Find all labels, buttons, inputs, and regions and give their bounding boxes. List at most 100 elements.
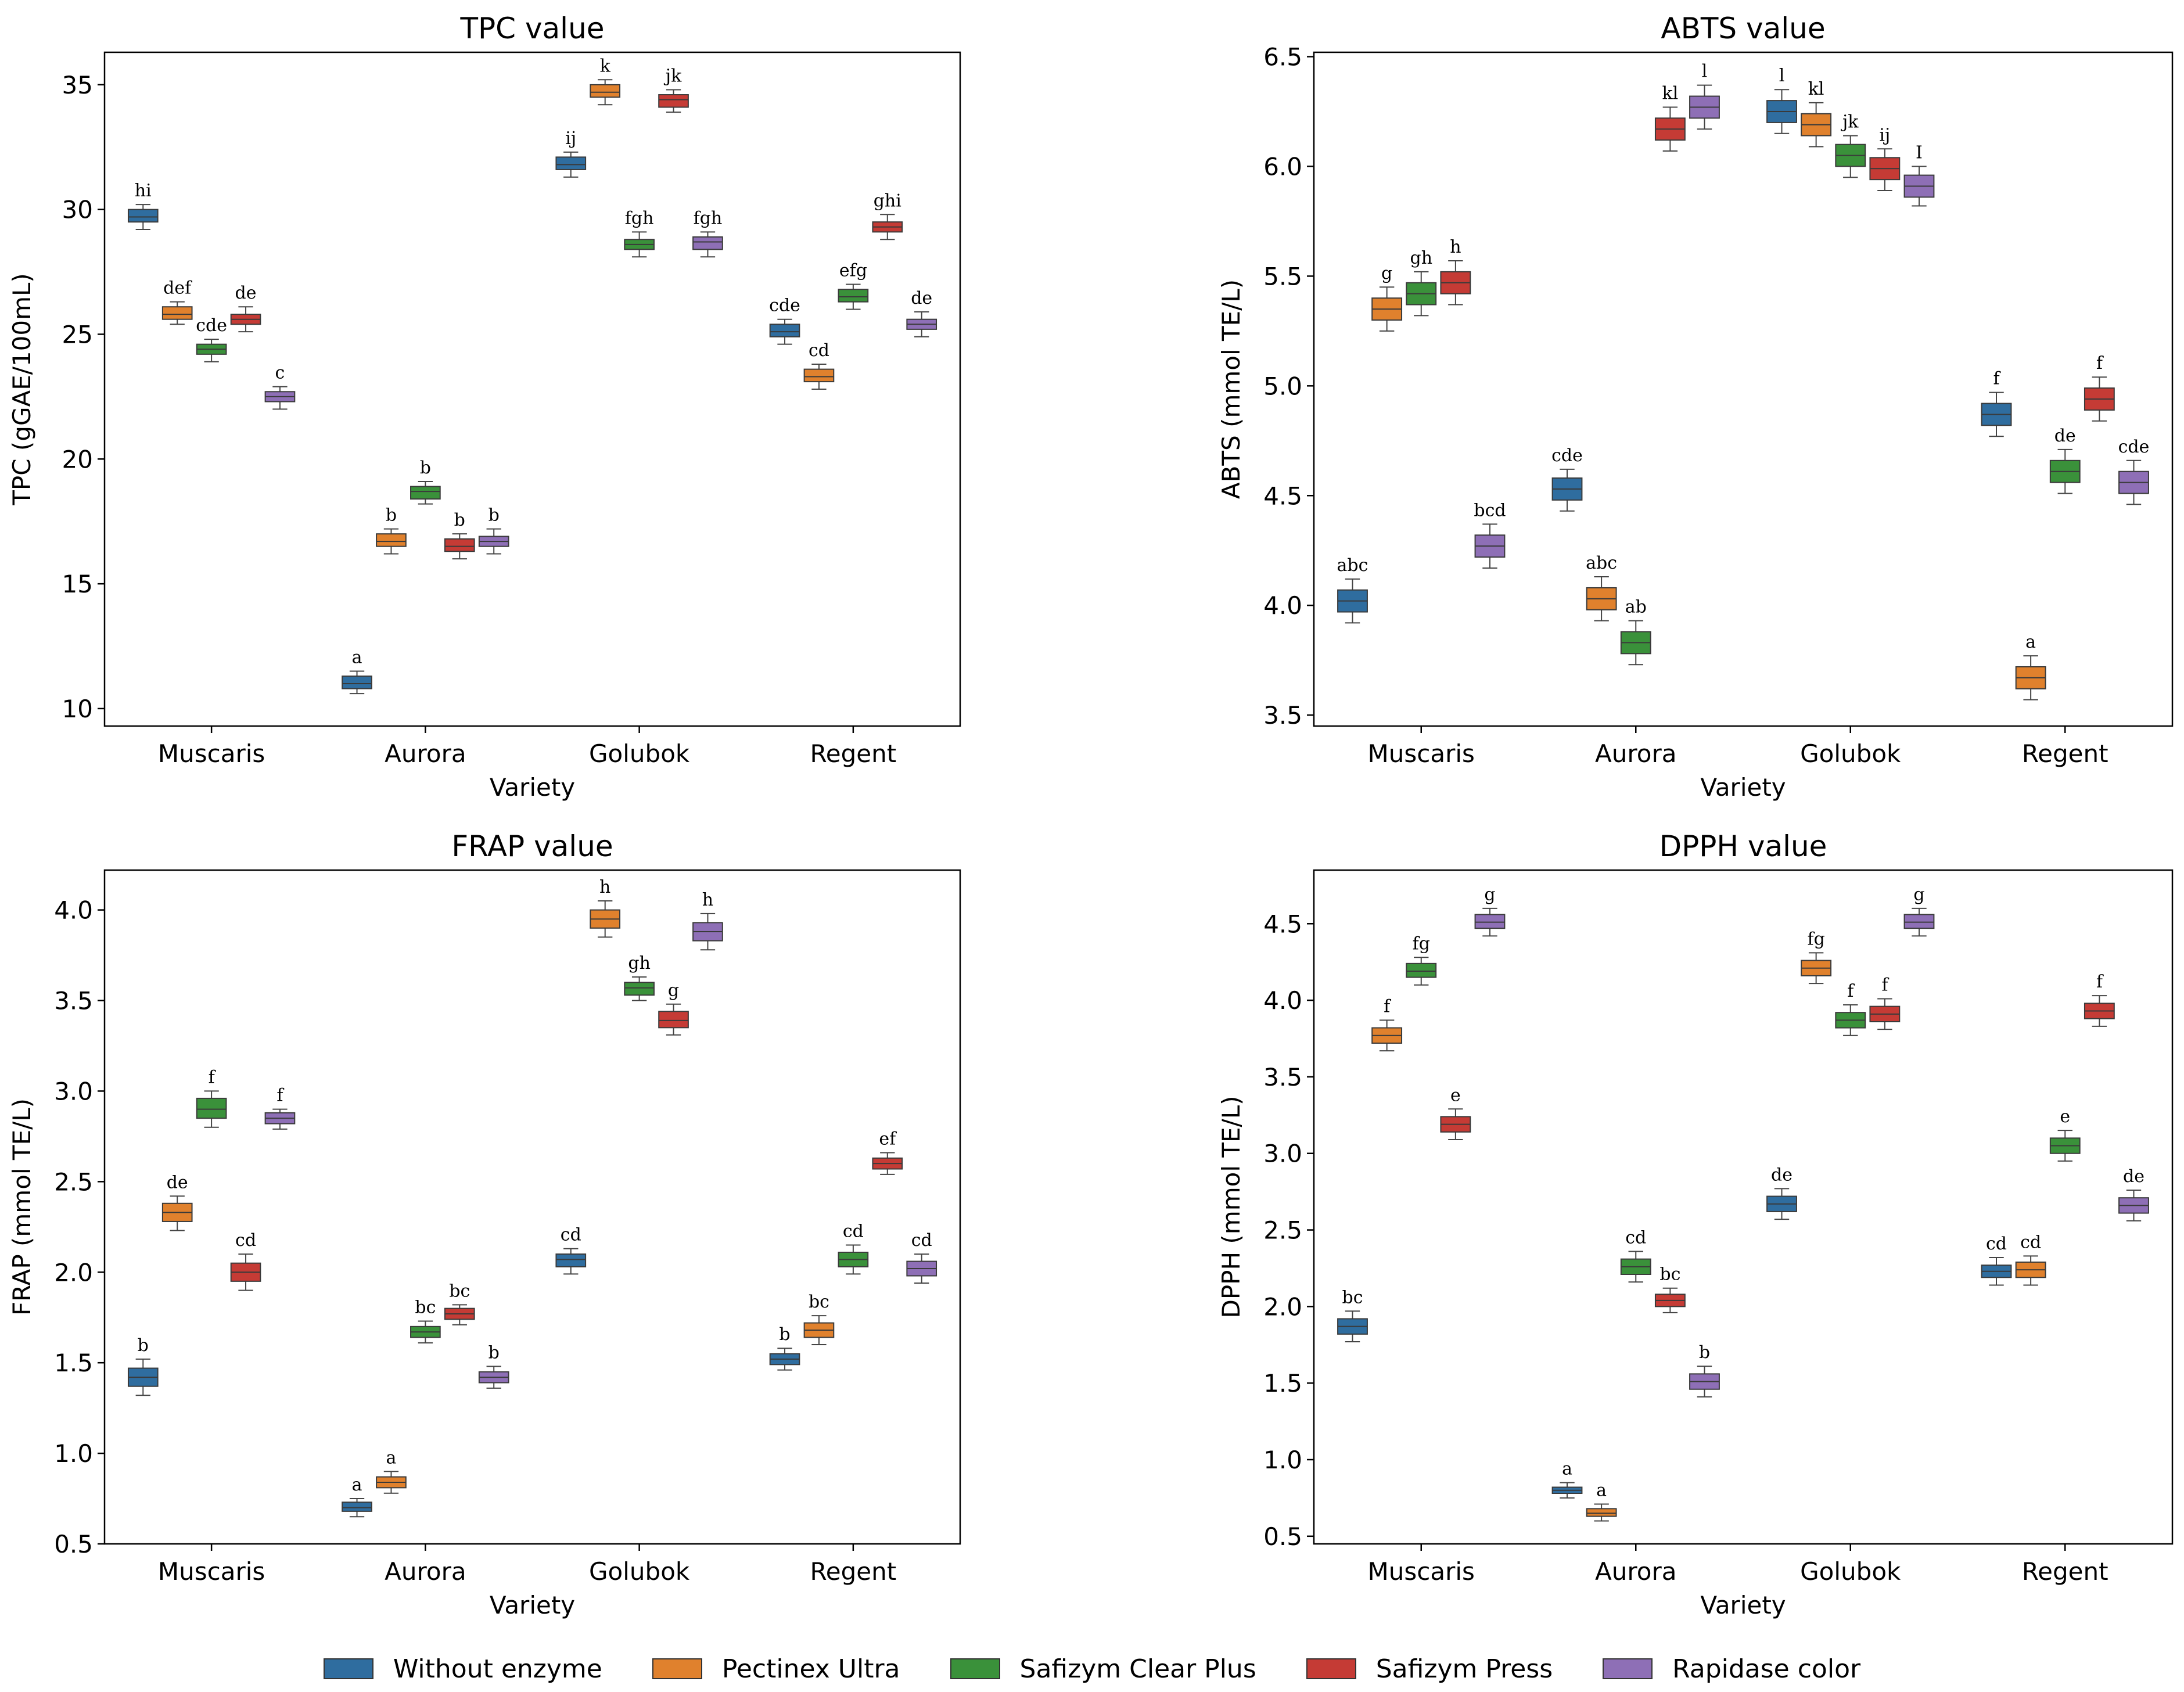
plot-frame <box>103 51 961 727</box>
significance-label: kl <box>1662 83 1678 103</box>
significance-label: f <box>1881 975 1889 995</box>
y-axis-label: TPC (gGAE/100mL) <box>8 273 36 506</box>
y-axis-label: FRAP (mmol TE/L) <box>8 1098 36 1316</box>
significance-label: cde <box>1551 446 1583 466</box>
box-body <box>127 209 159 223</box>
significance-label: de <box>2123 1166 2145 1187</box>
legend-swatch-rapidase-color <box>1603 1658 1653 1679</box>
box-regent-rapidase-color: de <box>906 288 937 337</box>
significance-label: cd <box>1625 1227 1646 1248</box>
box-regent-without-enzyme: cde <box>769 296 800 345</box>
significance-label: bc <box>1342 1287 1363 1307</box>
box-regent-safizym-press: ghi <box>872 191 903 240</box>
box-body <box>161 306 193 320</box>
box-golubok-without-enzyme: ij <box>555 128 587 178</box>
significance-label: l <box>1779 66 1785 86</box>
significance-label: ghi <box>874 191 901 211</box>
box-golubok-without-enzyme: l <box>1766 66 1797 134</box>
x-tick-label-golubok: Golubok <box>589 739 690 768</box>
x-tick-label-regent: Regent <box>810 1557 897 1586</box>
box-body <box>658 94 689 108</box>
significance-label: abc <box>1586 553 1617 573</box>
significance-label: cde <box>2118 437 2150 457</box>
significance-label: fgh <box>694 208 723 228</box>
significance-label: de <box>2054 426 2076 446</box>
legend-label: Pectinex Ultra <box>721 1654 900 1684</box>
chart-title: TPC value <box>459 12 604 45</box>
x-tick-label-golubok: Golubok <box>1800 1557 1901 1586</box>
box-golubok-safizym-press: jk <box>658 66 689 113</box>
significance-label: f <box>209 1067 216 1087</box>
x-tick-label-regent: Regent <box>810 739 897 768</box>
significance-label: c <box>275 363 285 383</box>
y-tick-label: 10 <box>62 695 93 723</box>
significance-label: k <box>600 56 611 76</box>
significance-label: a <box>1596 1480 1607 1500</box>
significance-label: l <box>1702 62 1708 82</box>
box-aurora-safizym-clear-plus: bc <box>410 1297 441 1343</box>
box-muscaris-safizym-clear-plus: gh <box>1406 248 1437 317</box>
x-tick-label-muscaris: Muscaris <box>158 739 265 768</box>
box-muscaris-pectinex-ultra: f <box>1371 996 1403 1052</box>
box-regent-safizym-clear-plus: efg <box>838 261 869 310</box>
significance-label: fg <box>1807 929 1824 949</box>
box-muscaris-safizym-clear-plus: f <box>196 1067 227 1128</box>
plot-frame <box>1313 869 2174 1545</box>
legend-item-safizym-clear-plus: Safizym Clear Plus <box>950 1654 1256 1684</box>
significance-label: g <box>1484 885 1495 905</box>
significance-label: g <box>668 980 679 1001</box>
box-body <box>1474 914 1506 929</box>
significance-label: a <box>386 1447 397 1468</box>
chart-panel-dpph-value: DPPH value 0.5 1.0 1.5 2.0 2.5 3.0 3.5 4.0 4.5 DPP… <box>1217 829 2174 1619</box>
y-tick-label: 6.5 <box>1263 43 1302 71</box>
x-tick-label-regent: Regent <box>2022 739 2108 768</box>
significance-label: b <box>779 1324 790 1345</box>
box-muscaris-rapidase-color: g <box>1474 885 1506 937</box>
y-tick-label: 4.0 <box>1263 591 1302 620</box>
box-aurora-without-enzyme: a <box>342 647 372 695</box>
box-aurora-rapidase-color: b <box>1689 1342 1720 1398</box>
box-golubok-without-enzyme: cd <box>555 1225 587 1275</box>
legend-swatch-safizym-clear-plus <box>950 1658 1000 1679</box>
y-tick-label: 2.0 <box>1263 1292 1302 1321</box>
significance-label: cde <box>769 296 800 316</box>
x-tick-label-muscaris: Muscaris <box>1368 739 1475 768</box>
box-aurora-safizym-press: b <box>444 510 475 560</box>
y-tick-label: 5.5 <box>1263 262 1302 290</box>
y-tick-label: 2.0 <box>54 1258 93 1287</box>
box-golubok-without-enzyme: de <box>1766 1165 1797 1220</box>
box-golubok-rapidase-color: fgh <box>692 208 723 258</box>
significance-label: f <box>1993 369 2000 389</box>
box-muscaris-pectinex-ultra: g <box>1371 263 1403 332</box>
box-muscaris-safizym-press: de <box>230 283 261 333</box>
y-tick-label: 5.0 <box>1263 372 1302 400</box>
legend-swatch-without-enzyme <box>323 1658 373 1679</box>
y-tick-label: 15 <box>62 570 93 598</box>
significance-label: h <box>599 877 610 897</box>
x-tick-label-aurora: Aurora <box>385 1557 466 1586</box>
y-tick-label: 3.0 <box>54 1077 93 1105</box>
significance-label: fg <box>1413 933 1430 954</box>
significance-label: jk <box>664 66 682 86</box>
box-muscaris-without-enzyme: bc <box>1337 1287 1368 1342</box>
box-aurora-pectinex-ultra: b <box>376 505 407 555</box>
significance-label: bc <box>809 1292 829 1312</box>
significance-label: b <box>488 505 500 526</box>
y-tick-label: 0.5 <box>1263 1522 1302 1551</box>
y-axis-label: DPPH (mmol TE/L) <box>1217 1096 1245 1319</box>
significance-label: hi <box>135 181 152 201</box>
significance-label: ij <box>1879 125 1890 145</box>
significance-label: jk <box>1841 112 1859 132</box>
y-tick-label: 3.0 <box>1263 1140 1302 1168</box>
box-muscaris-pectinex-ultra: def <box>161 278 193 325</box>
box-aurora-safizym-press: bc <box>1654 1264 1686 1313</box>
box-golubok-pectinex-ultra: fg <box>1801 929 1832 985</box>
significance-label: cd <box>843 1221 864 1241</box>
legend-label: Safizym Clear Plus <box>1019 1654 1256 1684</box>
box-body <box>342 1501 372 1512</box>
y-tick-label: 3.5 <box>54 987 93 1015</box>
y-tick-label: 35 <box>62 71 93 99</box>
significance-label: ab <box>1625 597 1647 617</box>
box-body <box>803 368 835 383</box>
box-body <box>555 156 587 170</box>
